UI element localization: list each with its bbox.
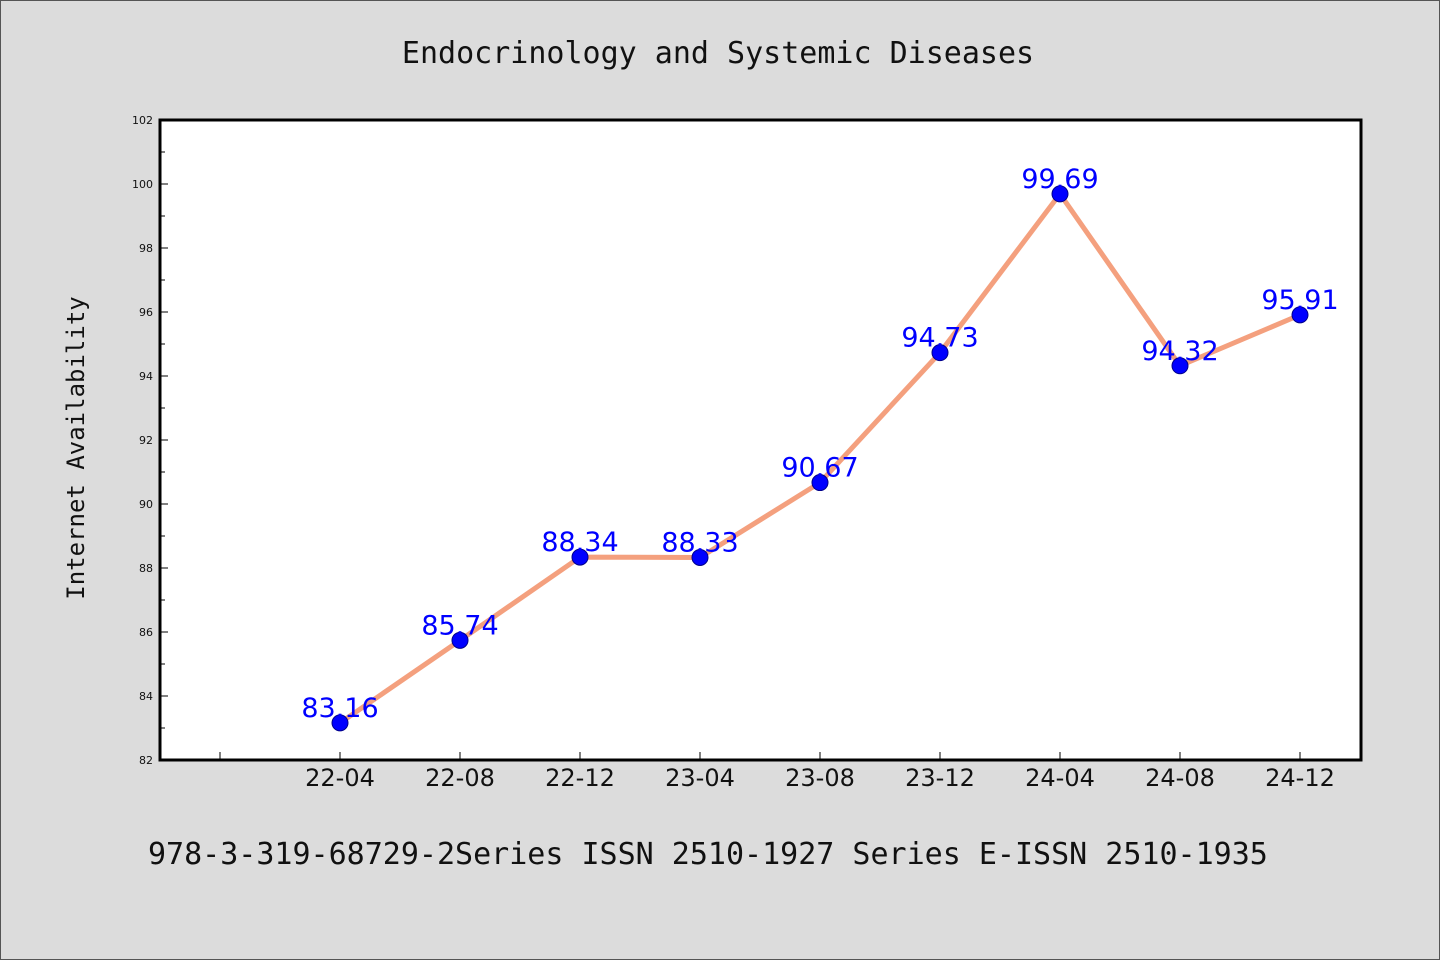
data-point — [1171, 357, 1189, 375]
y-tick-label: 86 — [139, 626, 153, 639]
data-labels: 83.16 85.74 88.34 88.33 90.67 94.73 99.69 94.32… — [301, 164, 1338, 724]
data-point — [451, 631, 469, 649]
footer-isbn: 978-3-319-68729-2Series ISSN 2510-1927 S… — [148, 837, 1268, 872]
y-tick-label: 92 — [139, 434, 153, 447]
series-markers — [331, 185, 1309, 732]
y-tick-label: 82 — [139, 754, 153, 767]
y-axis-label: Internet Availability — [62, 296, 90, 599]
data-point — [811, 474, 829, 492]
x-tick-label: 22-04 — [305, 764, 375, 792]
y-tick-label: 90 — [139, 498, 153, 511]
data-label: 85.74 — [421, 610, 498, 641]
x-tick-label: 23-12 — [905, 764, 975, 792]
data-point — [1291, 306, 1309, 324]
data-label: 99.69 — [1021, 164, 1098, 195]
plot-border — [158, 118, 1363, 762]
data-label: 95.91 — [1261, 285, 1338, 316]
y-tick-label: 102 — [132, 114, 153, 127]
data-point — [331, 714, 349, 732]
y-tick-label: 100 — [132, 178, 153, 191]
data-label: 88.33 — [661, 527, 738, 558]
data-label: 94.73 — [901, 323, 978, 354]
y-tick-label: 84 — [139, 690, 153, 703]
x-tick-label: 24-12 — [1265, 764, 1335, 792]
data-point — [571, 548, 589, 566]
data-label: 94.32 — [1141, 336, 1218, 367]
data-point — [691, 548, 709, 566]
y-tick-label: 98 — [139, 242, 153, 255]
y-tick-label: 88 — [139, 562, 153, 575]
chart-title: Endocrinology and Systemic Diseases — [402, 36, 1034, 71]
data-label: 83.16 — [301, 693, 378, 724]
x-tick-label: 22-12 — [545, 764, 615, 792]
data-label: 88.34 — [541, 527, 618, 558]
x-tick-label: 24-04 — [1025, 764, 1095, 792]
data-point — [931, 344, 949, 362]
plot-area — [160, 120, 1361, 760]
x-tick-label: 23-04 — [665, 764, 735, 792]
data-label: 90.67 — [781, 453, 858, 484]
y-tick-label: 96 — [139, 306, 153, 319]
x-tick-label: 24-08 — [1145, 764, 1215, 792]
x-axis: 22-04 22-08 22-12 23-04 23-08 23-12 24-04 24-08… — [219, 752, 1335, 792]
x-tick-label: 22-08 — [425, 764, 495, 792]
data-point — [1051, 185, 1069, 203]
x-tick-label: 23-08 — [785, 764, 855, 792]
y-tick-label: 94 — [139, 370, 153, 383]
